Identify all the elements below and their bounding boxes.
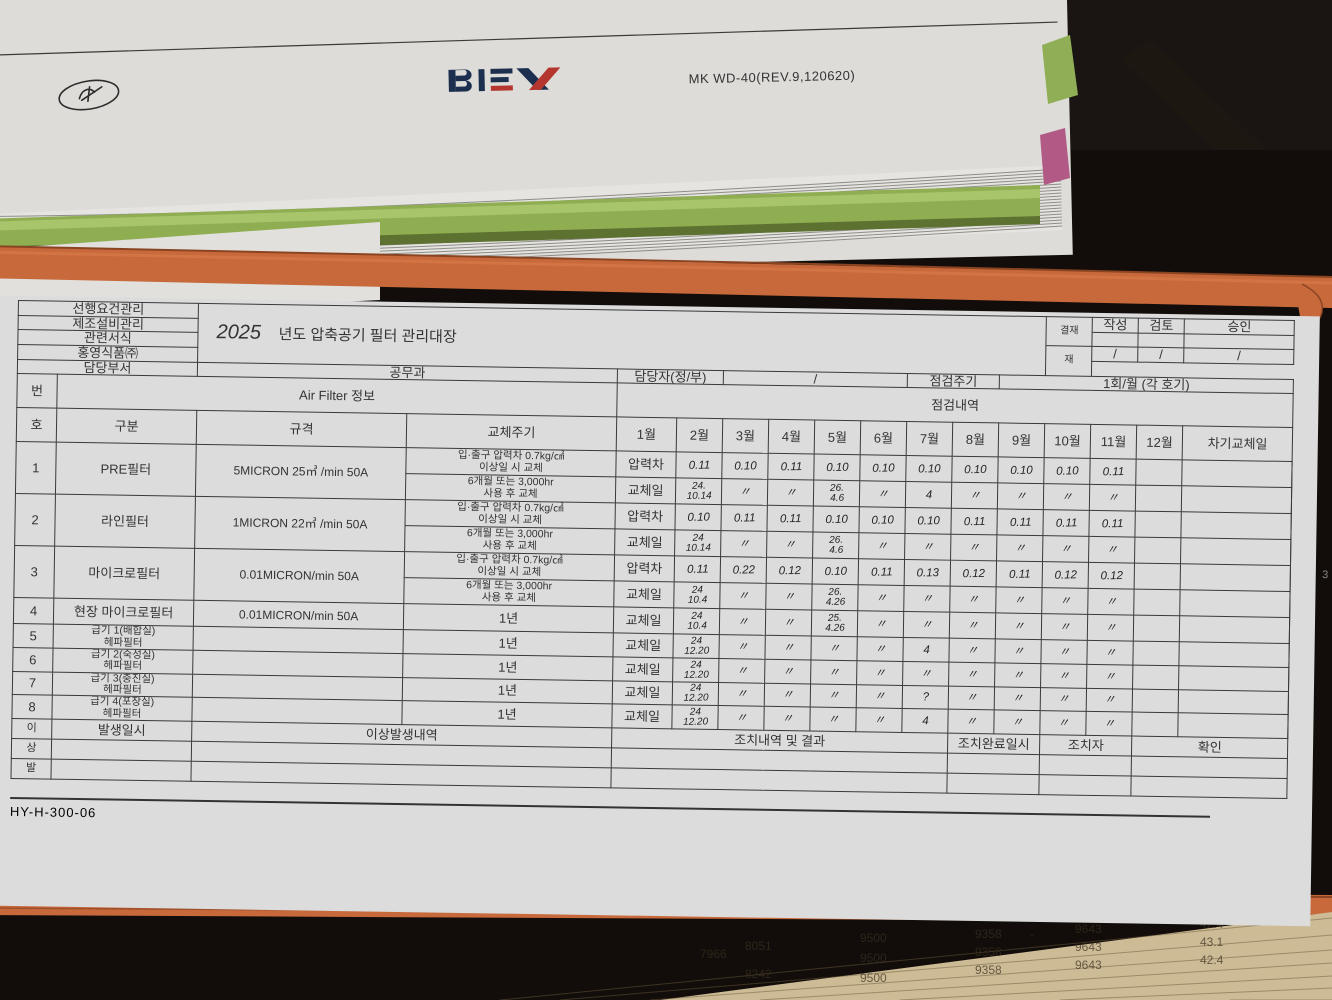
svg-text:9500: 9500 (860, 971, 887, 985)
svg-text:3: 3 (1322, 569, 1329, 581)
svg-text:9500: 9500 (860, 931, 887, 945)
svg-text:9358: 9358 (975, 927, 1002, 941)
svg-text:43.1: 43.1 (1200, 935, 1224, 949)
svg-text:9643: 9643 (1075, 922, 1102, 936)
svg-text:42.4: 42.4 (1200, 953, 1224, 967)
svg-text:-: - (1030, 927, 1034, 941)
svg-text:9643: 9643 (1075, 958, 1102, 972)
svg-text:7966: 7966 (700, 947, 727, 961)
svg-text:9500: 9500 (860, 951, 887, 965)
svg-text:9643: 9643 (1075, 940, 1102, 954)
svg-text:9358: 9358 (975, 963, 1002, 977)
svg-text:9358: 9358 (975, 945, 1002, 959)
svg-text:8051: 8051 (745, 939, 772, 953)
svg-text:8242: 8242 (745, 967, 772, 981)
